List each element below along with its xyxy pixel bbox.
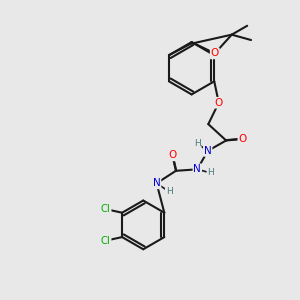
Text: O: O xyxy=(211,48,219,59)
Text: H: H xyxy=(166,187,172,196)
Text: N: N xyxy=(204,146,212,156)
Text: N: N xyxy=(194,164,201,174)
Text: O: O xyxy=(168,150,176,160)
Text: Cl: Cl xyxy=(101,204,111,214)
Text: O: O xyxy=(214,98,223,108)
Text: H: H xyxy=(207,168,214,177)
Text: Cl: Cl xyxy=(101,236,111,246)
Text: N: N xyxy=(153,178,160,188)
Text: O: O xyxy=(238,134,247,144)
Text: H: H xyxy=(194,139,201,148)
